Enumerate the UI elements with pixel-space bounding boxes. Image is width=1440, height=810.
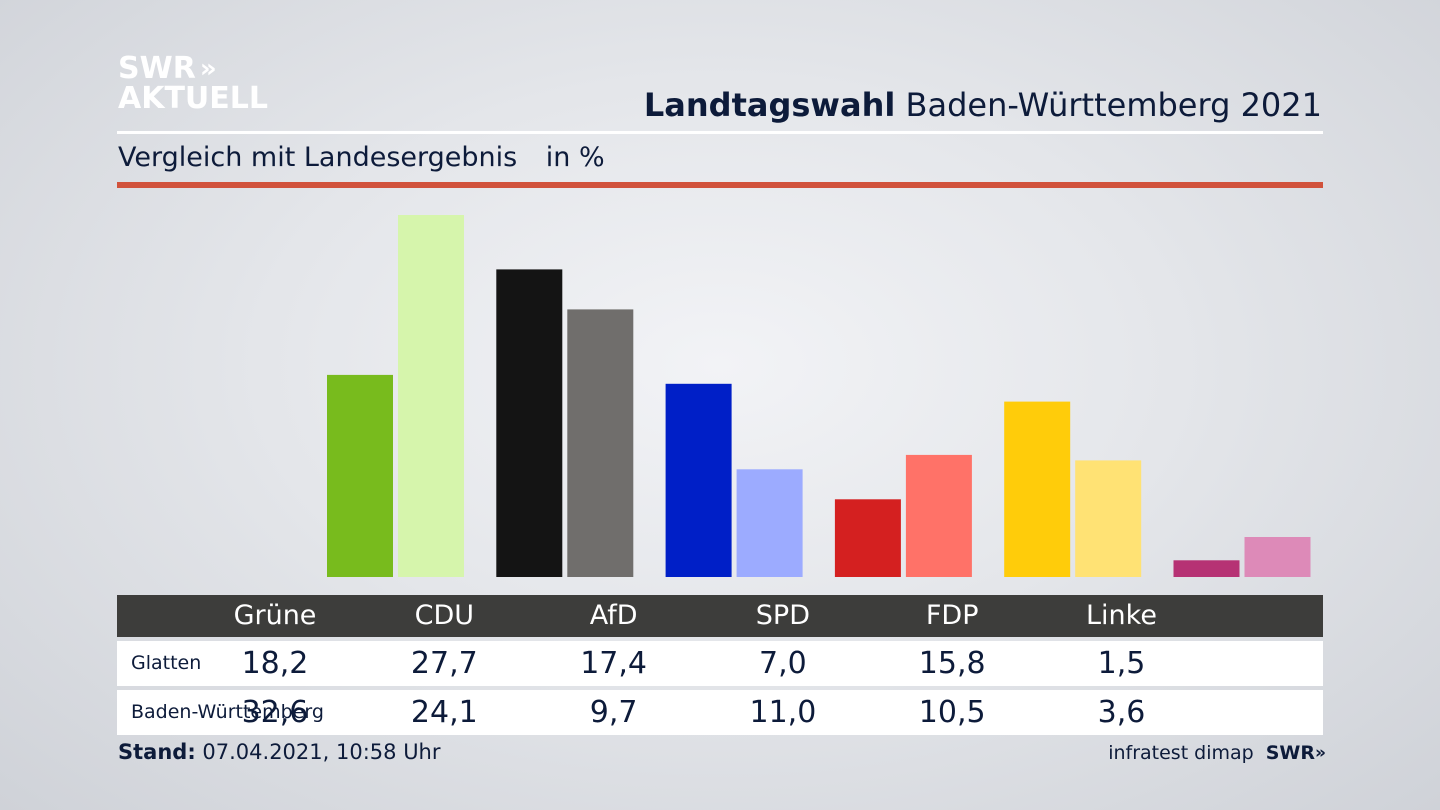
column-header: FDP (925, 600, 979, 631)
swr-chevrons-icon: » (1315, 743, 1326, 763)
column-header: AfD (589, 600, 638, 631)
table-cell: 32,6 (241, 695, 309, 730)
bar-baden-wuerttemberg-5 (1244, 537, 1311, 577)
bar-baden-wuerttemberg-0 (398, 215, 464, 577)
table-row: Glatten 18,2 27,7 17,4 7,0 15,8 1,5 (117, 641, 1323, 686)
timestamp: Stand: 07.04.2021, 10:58 Uhr (118, 740, 441, 764)
swr-aktuell-logo: SWR » AKTUELL (118, 54, 268, 114)
table-cell: 9,7 (589, 695, 638, 730)
table-cell: 24,1 (410, 695, 478, 730)
table-cell: 17,4 (580, 646, 647, 681)
source-text: infratest dimap (1108, 742, 1254, 764)
table-row: Baden-Württemberg 32,6 24,1 9,7 11,0 10,5 3,6 (117, 690, 1323, 735)
table-cell: 27,7 (410, 646, 478, 681)
results-table: Grüne CDU AfD SPD FDP Linke Glatten 18,2 27,7 1… (117, 595, 1323, 735)
bar-glatten-5 (1173, 560, 1240, 577)
logo-text-aktuell: AKTUELL (118, 81, 269, 116)
source-credit: infratest dimap SWR » (1108, 742, 1326, 764)
title-divider (117, 131, 1323, 134)
bar-glatten-1 (496, 269, 563, 577)
table-header-row: Grüne CDU AfD SPD FDP Linke (117, 595, 1323, 637)
column-header: Linke (1086, 600, 1157, 631)
table-cell: 1,5 (1097, 646, 1146, 681)
bar-glatten-4 (1004, 401, 1071, 577)
bar-baden-wuerttemberg-3 (905, 454, 972, 577)
page-title-rest: Baden-Württemberg 2021 (905, 86, 1323, 124)
column-header: SPD (755, 600, 810, 631)
bar-glatten-2 (665, 383, 732, 577)
bar-baden-wuerttemberg-1 (567, 309, 634, 577)
table-cell: 10,5 (918, 695, 986, 730)
table-cell: 18,2 (241, 646, 309, 681)
swr-logo-small: SWR (1265, 742, 1316, 764)
page-title: Landtagswahl Baden-Württemberg 2021 (644, 86, 1322, 124)
table-cell: 3,6 (1097, 695, 1146, 730)
table-cell: 11,0 (749, 695, 817, 730)
page-title-bold: Landtagswahl (643, 86, 896, 124)
column-header: Grüne (233, 600, 317, 631)
stand-value: 07.04.2021, 10:58 Uhr (202, 740, 441, 764)
bar-glatten-3 (834, 499, 901, 577)
row-label: Baden-Württemberg (131, 701, 324, 723)
table-cell: 7,0 (759, 646, 807, 681)
bar-baden-wuerttemberg-2 (736, 469, 803, 577)
unit-label: in % (545, 142, 605, 173)
bar-baden-wuerttemberg-4 (1075, 460, 1142, 577)
bar-glatten-0 (327, 374, 393, 577)
subtitle-text: Vergleich mit Landesergebnis (118, 142, 518, 173)
column-header: CDU (414, 600, 474, 631)
table-cell: 15,8 (918, 646, 986, 681)
logo-text-swr: SWR (118, 51, 196, 86)
chart-subtitle: Vergleich mit Landesergebnis in % (118, 142, 605, 173)
row-label: Glatten (131, 652, 202, 674)
accent-divider (117, 182, 1323, 188)
stand-label: Stand: (118, 740, 196, 764)
